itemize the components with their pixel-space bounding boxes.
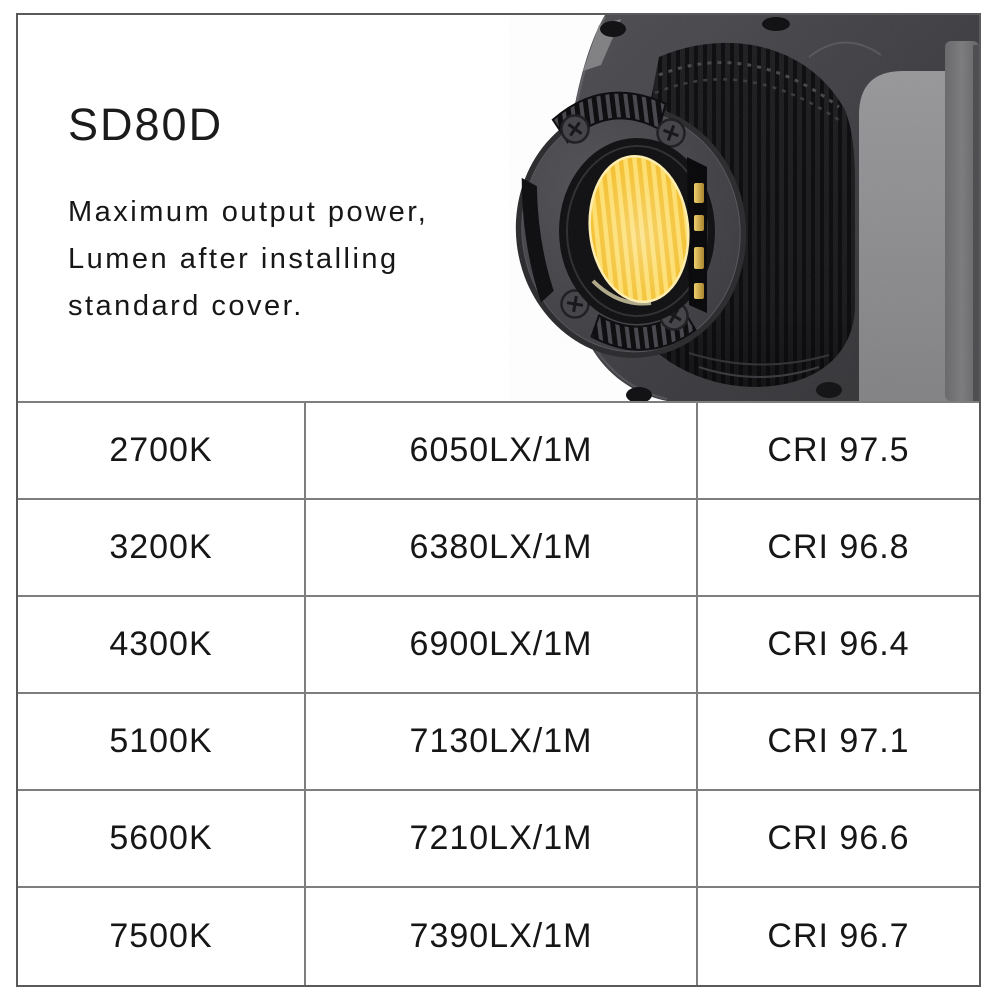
header-section: SD80D Maximum output power, Lumen after … bbox=[18, 15, 979, 401]
spec-cell-kelvin-1: 2700K bbox=[18, 403, 306, 500]
spec-cell-lux-3: 6900LX/1M bbox=[306, 597, 698, 694]
product-description: Maximum output power, Lumen after instal… bbox=[68, 189, 428, 330]
spec-cell-kelvin-3: 4300K bbox=[18, 597, 306, 694]
spec-cell-kelvin-2: 3200K bbox=[18, 500, 306, 597]
description-line-3: standard cover. bbox=[68, 290, 304, 322]
spec-cell-cri-6: CRI 96.7 bbox=[767, 917, 910, 955]
spec-cell-lux-1: 6050LX/1M bbox=[306, 403, 698, 500]
spec-cell-lux-2: 6380LX/1M bbox=[306, 500, 698, 597]
spec-cell-kelvin-4: 5100K bbox=[18, 694, 306, 791]
spec-cell-lux-4: 7130LX/1M bbox=[306, 694, 698, 791]
description-line-1: Maximum output power, bbox=[68, 196, 429, 228]
spec-cell-cri-1: CRI 97.5 bbox=[698, 403, 979, 500]
spec-cell-cri-5: CRI 96.6 bbox=[698, 791, 979, 888]
spec-cell-lux-6: 7390LX/1M bbox=[306, 888, 698, 985]
description-line-2: Lumen after installing bbox=[68, 243, 399, 275]
spec-cell-lux-5: 7210LX/1M bbox=[306, 791, 698, 888]
spec-cell-cri-4: CRI 97.1 bbox=[698, 694, 979, 791]
spec-cell-kelvin-6: 7500K bbox=[18, 888, 306, 985]
frame-border: SD80D Maximum output power, Lumen after … bbox=[16, 13, 981, 987]
product-photo bbox=[509, 15, 979, 401]
spec-cell-cri-3: CRI 96.4 bbox=[698, 597, 979, 694]
spec-table: 2700K 6050LX/1M CRI 97.5 3200K 6380LX/1M… bbox=[18, 401, 979, 985]
spec-cell-kelvin-5: 5600K bbox=[18, 791, 306, 888]
product-model-title: SD80D bbox=[68, 99, 224, 150]
spec-cell-cri-2: CRI 96.8 bbox=[698, 500, 979, 597]
